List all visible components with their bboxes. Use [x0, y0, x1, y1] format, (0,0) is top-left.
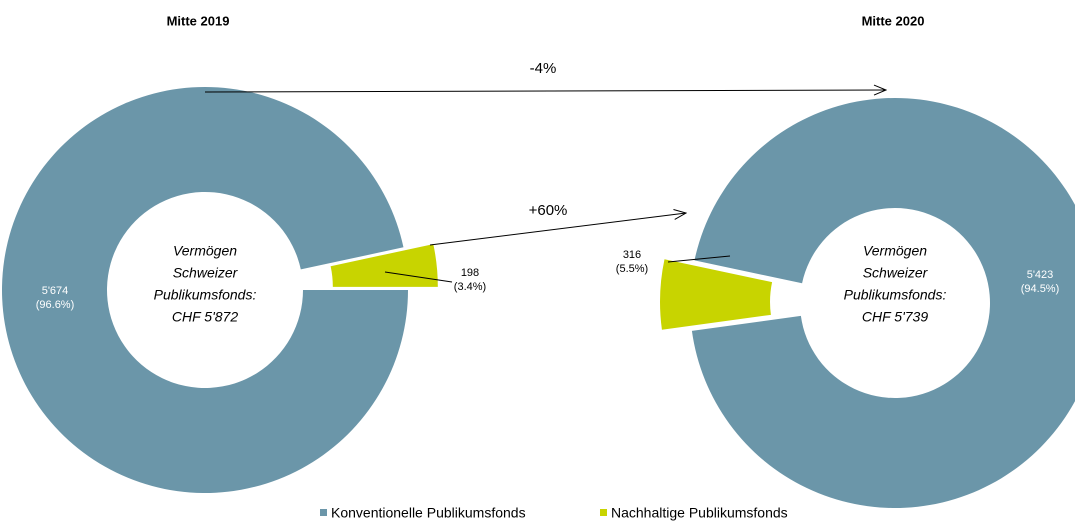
center-label: Schweizer [863, 265, 929, 281]
center-label: Vermögen [173, 243, 237, 259]
slice [691, 98, 1075, 508]
leader-line [667, 255, 731, 263]
legend-swatch [600, 509, 607, 516]
center-label: Publikumsfonds: [844, 287, 947, 303]
value-label: 198 [461, 267, 479, 279]
arrow [429, 213, 686, 246]
center-label: Vermögen [863, 243, 927, 259]
arrow [204, 90, 886, 92]
percent-label: (3.4%) [454, 281, 486, 293]
slice [660, 259, 773, 330]
center-total: CHF 5'739 [862, 309, 928, 325]
center-label: Publikumsfonds: [154, 287, 257, 303]
donut-hole [109, 194, 301, 386]
chart-title: Mitte 2020 [862, 13, 925, 28]
annotation: +60% [529, 202, 568, 219]
donut-hole [802, 210, 988, 396]
value-label: 5'423 [1027, 269, 1054, 281]
legend-swatch [320, 509, 327, 516]
value-label: 5'674 [42, 285, 69, 297]
center-total: CHF 5'872 [172, 309, 238, 325]
slice [1, 87, 408, 494]
legend-label: Nachhaltige Publikumsfonds [611, 505, 788, 521]
percent-label: (5.5%) [616, 263, 648, 275]
leader-line [384, 271, 453, 283]
legend-label: Konventionelle Publikumsfonds [331, 505, 526, 521]
value-label: 316 [623, 249, 641, 261]
percent-label: (94.5%) [1021, 283, 1060, 295]
center-label: Schweizer [173, 265, 239, 281]
chart-title: Mitte 2019 [167, 13, 230, 28]
annotation: -4% [530, 60, 557, 77]
percent-label: (96.6%) [36, 299, 75, 311]
